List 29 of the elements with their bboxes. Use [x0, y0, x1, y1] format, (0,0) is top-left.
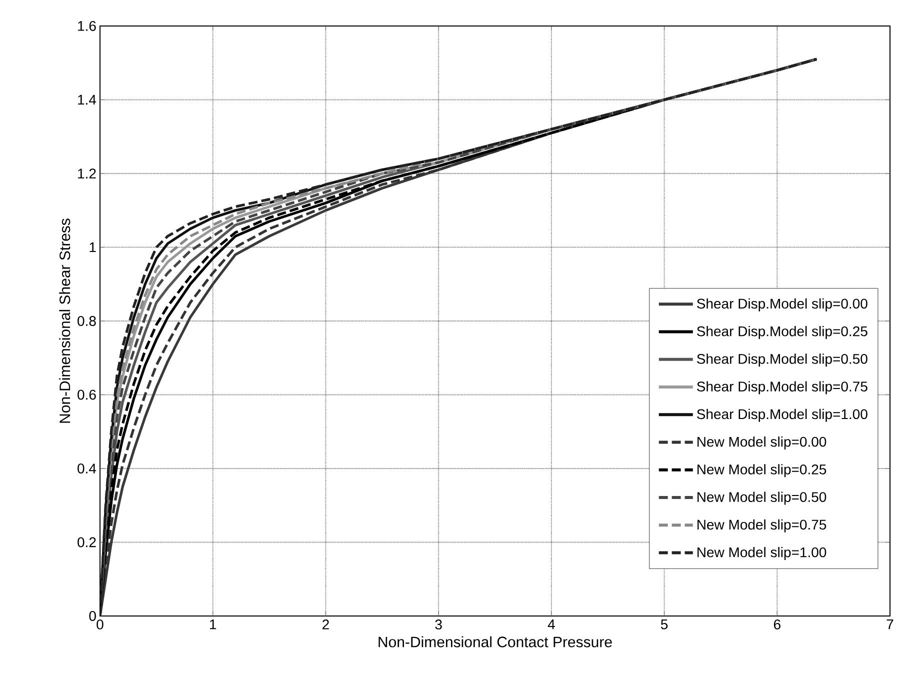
- legend-label: Shear Disp.Model slip=0.00: [697, 298, 868, 312]
- legend-label: Shear Disp.Model slip=0.50: [697, 354, 868, 367]
- x-axis-title: Non-Dimensional Contact Pressure: [378, 636, 612, 648]
- y-tick-label: 1.4: [78, 94, 96, 105]
- y-tick-label: 0.8: [78, 316, 96, 326]
- y-tick-label: 0.2: [78, 537, 96, 548]
- x-tick-label: 6: [774, 620, 780, 630]
- legend-label: Shear Disp.Model slip=1.00: [697, 408, 868, 422]
- legend-label: Shear Disp.Model slip=0.25: [697, 326, 868, 340]
- y-tick-label: 0.4: [78, 464, 96, 474]
- y-tick-label: 1: [90, 242, 96, 252]
- legend-label: New Model slip=0.00: [698, 436, 826, 450]
- y-tick-label: 1.2: [78, 168, 96, 178]
- legend-label: Shear Disp.Model slip=0.75: [697, 381, 868, 394]
- legend-label: New Model slip=1.00: [698, 546, 826, 560]
- x-tick-label: 1: [210, 620, 216, 630]
- x-tick-label: 0: [96, 620, 104, 630]
- x-tick-label: 5: [660, 620, 668, 630]
- legend-label: New Model slip=0.75: [698, 519, 826, 532]
- x-tick-label: 3: [435, 620, 442, 630]
- x-tick-label: 4: [548, 620, 555, 630]
- y-tick-label: 0: [89, 611, 96, 621]
- x-tick-label: 2: [322, 620, 329, 630]
- legend-label: New Model slip=0.25: [698, 464, 826, 478]
- legend-label: New Model slip=0.50: [698, 492, 826, 505]
- y-tick-label: 1.6: [78, 21, 96, 31]
- y-axis-title: Non-Dimensional Shear Stress: [59, 218, 70, 423]
- y-tick-label: 0.6: [78, 390, 96, 400]
- x-tick-label: 7: [886, 620, 894, 630]
